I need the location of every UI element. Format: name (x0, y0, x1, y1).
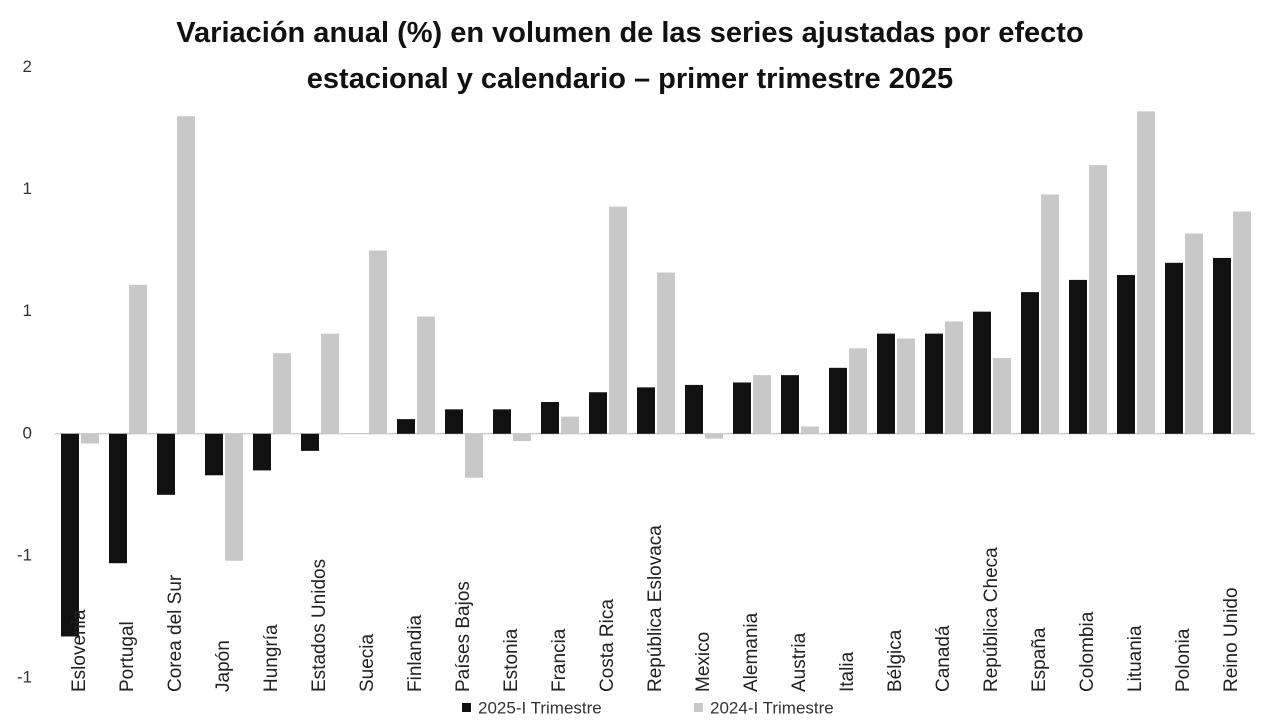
bar (561, 416, 579, 434)
bar (301, 433, 319, 451)
bar (1041, 194, 1059, 434)
bar (733, 382, 751, 434)
bar (1213, 257, 1231, 434)
x-tick-label: Costa Rica (597, 599, 618, 692)
x-tick-label: Polonia (1173, 628, 1194, 692)
x-tick-label: Estados Unidos (309, 559, 330, 692)
x-tick-label: Corea del Sur (165, 574, 186, 692)
bar (417, 316, 435, 434)
bar (61, 433, 79, 637)
x-tick-label: Francia (549, 628, 570, 692)
bar (81, 433, 99, 444)
bar (1089, 165, 1107, 434)
y-tick-label: -1 (17, 667, 32, 686)
bar (993, 358, 1011, 434)
x-tick-label: Mexico (693, 632, 714, 692)
bar (1069, 279, 1087, 434)
x-tick-label: Italia (837, 651, 858, 692)
x-tick-label: Eslovenia (69, 609, 90, 692)
chart-title: Variación anual (%) en volumen de las se… (176, 17, 1084, 95)
legend-swatch (462, 703, 471, 712)
bar (705, 433, 723, 439)
legend-label: 2025-I Trimestre (478, 698, 602, 717)
x-tick-label: Estonia (501, 628, 522, 692)
bar (1233, 211, 1251, 434)
x-tick-label: Países Bajos (453, 581, 474, 692)
bar (829, 367, 847, 434)
bar (273, 353, 291, 434)
bar (1021, 292, 1039, 434)
x-tick-label: Hungría (261, 624, 282, 692)
bar (157, 433, 175, 495)
bar (897, 338, 915, 434)
y-tick-label: 1 (23, 301, 32, 320)
bar (973, 311, 991, 434)
x-tick-label: República Eslovaca (645, 525, 666, 692)
bar (397, 419, 415, 434)
bar (321, 333, 339, 434)
bar (205, 433, 223, 476)
x-tick-label: España (1029, 627, 1050, 692)
x-tick-label: Finlandia (405, 614, 426, 692)
bar (637, 387, 655, 434)
x-tick-label: Lituania (1125, 625, 1146, 692)
bar (849, 348, 867, 434)
bar (685, 384, 703, 434)
bar (801, 426, 819, 434)
x-tick-label: Austria (789, 632, 810, 692)
y-tick-label: -1 (17, 545, 32, 564)
bar (513, 433, 531, 442)
x-tick-label: Reino Unido (1221, 587, 1242, 692)
bar (253, 433, 271, 471)
bar (493, 409, 511, 434)
legend-label: 2024-I Trimestre (710, 698, 834, 717)
bar (225, 433, 243, 561)
y-tick-label: 0 (23, 423, 32, 442)
bar (589, 392, 607, 434)
bar (465, 433, 483, 478)
bar (925, 333, 943, 434)
bar (1117, 275, 1135, 434)
bar (369, 250, 387, 434)
bar (177, 116, 195, 434)
bar (1137, 111, 1155, 434)
x-tick-label: Alemania (741, 612, 762, 692)
y-tick-label: 1 (23, 179, 32, 198)
bar (541, 402, 559, 434)
x-tick-label: República Checa (981, 547, 1002, 692)
bar (657, 272, 675, 434)
bar (1165, 262, 1183, 434)
x-tick-label: Canadá (933, 625, 954, 692)
x-tick-label: Suecia (357, 633, 378, 692)
bar (753, 375, 771, 434)
bar (109, 433, 127, 564)
bar (609, 206, 627, 434)
x-tick-label: Japón (213, 640, 234, 692)
x-tick-label: Colombia (1077, 611, 1098, 692)
bar (445, 409, 463, 434)
bar (877, 333, 895, 434)
bar (945, 321, 963, 434)
legend-swatch (694, 703, 703, 712)
bar (1185, 233, 1203, 434)
bar (129, 284, 147, 434)
x-tick-label: Bélgica (885, 629, 906, 692)
bar (781, 375, 799, 434)
x-tick-label: Portugal (117, 621, 138, 692)
y-tick-label: 2 (23, 57, 32, 76)
